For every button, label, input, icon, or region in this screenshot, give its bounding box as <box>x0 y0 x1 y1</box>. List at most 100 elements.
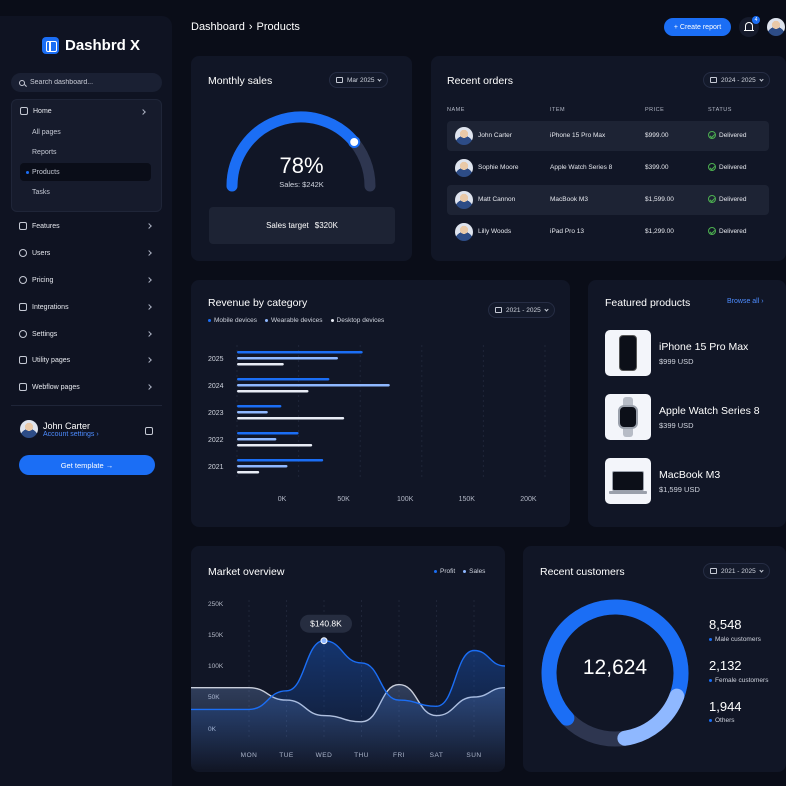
order-item: Apple Watch Series 8 <box>550 164 613 171</box>
home-icon <box>20 107 28 115</box>
table-row[interactable]: Sophie Moore Apple Watch Series 8 $399.0… <box>447 153 769 183</box>
profile-avatar[interactable] <box>767 18 785 36</box>
product-name: MacBook M3 <box>659 468 721 481</box>
column-header-item[interactable]: ITEM <box>550 107 566 113</box>
account-settings-label: Account settings <box>43 430 95 438</box>
bar[interactable] <box>237 411 268 414</box>
order-status: Delivered <box>719 196 747 203</box>
check-circle-icon <box>708 163 716 171</box>
sidebar-item-integrations[interactable]: Integrations <box>19 301 159 313</box>
stat-label-text: Female customers <box>715 677 769 684</box>
donut-slice[interactable] <box>535 593 695 753</box>
period-label: 2024 - 2025 <box>721 76 756 84</box>
column-header-price[interactable]: PRICE <box>645 107 665 113</box>
column-header-name[interactable]: NAME <box>447 107 465 113</box>
table-row[interactable]: John Carter iPhone 15 Pro Max $999.00 De… <box>447 121 769 151</box>
breadcrumb-dashboard[interactable]: Dashboard <box>191 21 245 33</box>
sidebar-item-label: Utility pages <box>32 356 71 364</box>
sidebar-sub-all-pages[interactable]: All pages <box>32 129 61 136</box>
revenue-period-select[interactable]: 2021 - 2025 <box>488 302 555 318</box>
chevron-down-icon <box>377 76 383 82</box>
sidebar-sub-products[interactable]: Products <box>32 169 60 176</box>
calendar-icon <box>710 568 717 574</box>
user-profile[interactable]: John Carter Account settings › <box>20 420 99 438</box>
revenue-legend: Mobile devices Wearable devices Desktop … <box>208 317 384 324</box>
bar[interactable] <box>237 438 277 441</box>
data-point[interactable] <box>320 637 328 645</box>
stat-label: Others <box>709 717 735 724</box>
customers-donut-chart <box>535 593 695 753</box>
x-tick-label: 150K <box>459 496 476 503</box>
legend-dot-icon <box>434 570 437 573</box>
orders-period-select[interactable]: 2024 - 2025 <box>703 72 770 88</box>
collapse-sidebar-icon[interactable] <box>145 427 153 435</box>
customers-period-select[interactable]: 2021 - 2025 <box>703 563 770 579</box>
get-template-button[interactable]: Get template → <box>19 455 155 475</box>
phone-icon <box>619 335 637 371</box>
product-item[interactable]: Apple Watch Series 8 $399 USD <box>605 394 760 440</box>
legend-dot-icon <box>265 319 268 322</box>
period-label: Mar 2025 <box>347 76 375 84</box>
y-tick-label: 250K <box>208 601 224 608</box>
create-report-button[interactable]: + Create report <box>664 18 731 36</box>
monthly-sales-period-select[interactable]: Mar 2025 <box>329 72 389 88</box>
sidebar-item-home[interactable]: Home <box>20 107 155 115</box>
bar[interactable] <box>237 384 390 387</box>
account-settings-link[interactable]: Account settings › <box>43 430 99 438</box>
sidebar-item-label: Home <box>33 107 52 115</box>
browse-all-link[interactable]: Browse all › <box>727 298 764 305</box>
sidebar-item-label: Webflow pages <box>32 383 80 391</box>
bar[interactable] <box>237 405 282 408</box>
sidebar-item-users[interactable]: Users <box>19 247 159 259</box>
sidebar-item-utility-pages[interactable]: Utility pages <box>19 354 159 366</box>
bar[interactable] <box>237 417 345 420</box>
order-name: John Carter <box>478 132 512 139</box>
sidebar-sub-tasks[interactable]: Tasks <box>32 189 50 196</box>
sidebar-item-webflow-pages[interactable]: Webflow pages <box>19 381 159 393</box>
bar[interactable] <box>237 444 313 447</box>
sidebar-sub-reports[interactable]: Reports <box>32 149 57 156</box>
stat-value: 1,944 <box>709 699 742 714</box>
product-name: iPhone 15 Pro Max <box>659 340 749 353</box>
column-header-status[interactable]: STATUS <box>708 107 732 113</box>
avatar <box>20 420 38 438</box>
sidebar-item-pricing[interactable]: Pricing <box>19 274 159 286</box>
sidebar-item-features[interactable]: Features <box>19 220 159 232</box>
avatar <box>455 191 473 209</box>
sidebar-item-settings[interactable]: Settings <box>19 328 159 340</box>
logo[interactable]: Dashbrd X <box>42 37 140 54</box>
bar[interactable] <box>237 432 299 435</box>
donut-slice[interactable] <box>535 593 695 753</box>
x-tick-label: 200K <box>520 496 537 503</box>
product-item[interactable]: iPhone 15 Pro Max $999 USD <box>605 330 748 376</box>
market-area-chart: 250K150K100K50K0KMONTUEWEDTHUFRISATSUN$1… <box>191 600 505 770</box>
table-row[interactable]: Matt Cannon MacBook M3 $1,599.00 Deliver… <box>447 185 769 215</box>
search-box[interactable] <box>11 73 162 92</box>
bar[interactable] <box>237 471 260 474</box>
monthly-sales-title: Monthly sales <box>208 75 273 87</box>
check-circle-icon <box>708 131 716 139</box>
chevron-down-icon <box>759 76 764 82</box>
sidebar: Dashbrd X Home All pages Reports Product… <box>0 16 172 786</box>
laptop-icon <box>612 471 644 491</box>
bar[interactable] <box>237 378 330 381</box>
tooltip-value: $140.8K <box>310 619 342 629</box>
stat-label-text: Others <box>715 717 735 724</box>
bar[interactable] <box>237 465 288 468</box>
bar[interactable] <box>237 390 309 393</box>
legend-item: Profit <box>434 568 455 575</box>
table-row[interactable]: Lilly Woods iPad Pro 13 $1,299.00 Delive… <box>447 217 769 247</box>
bar[interactable] <box>237 363 284 366</box>
search-input[interactable] <box>30 79 150 86</box>
dollar-icon <box>19 276 27 284</box>
calendar-icon <box>710 77 717 83</box>
customers-title: Recent customers <box>540 566 625 578</box>
active-dot-icon <box>26 171 29 174</box>
bar[interactable] <box>237 357 338 360</box>
order-item: iPad Pro 13 <box>550 228 584 235</box>
gauge-knob[interactable] <box>348 136 361 148</box>
bar[interactable] <box>237 459 324 462</box>
sidebar-item-label: Features <box>32 222 60 230</box>
product-item[interactable]: MacBook M3 $1,599 USD <box>605 458 720 504</box>
bar[interactable] <box>237 351 363 354</box>
